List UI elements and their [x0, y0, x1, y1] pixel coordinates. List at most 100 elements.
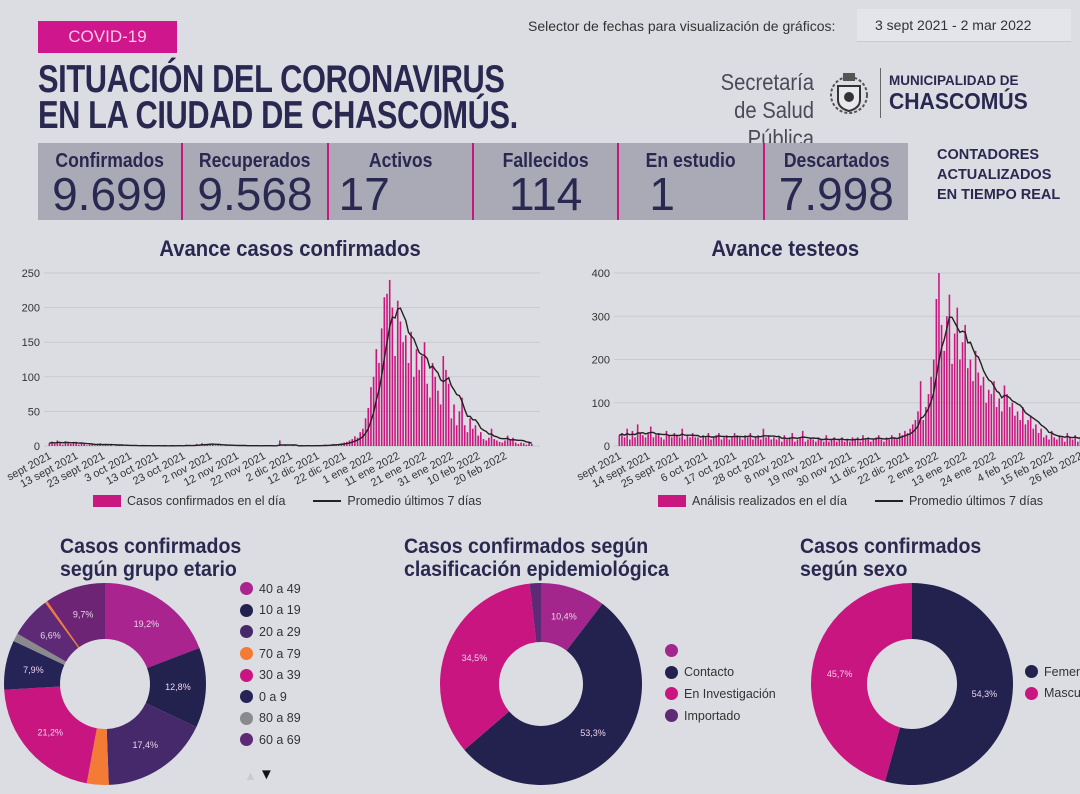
bar — [53, 443, 56, 446]
legend-dot-icon — [240, 603, 253, 617]
bar — [1050, 430, 1053, 446]
bar — [762, 428, 765, 446]
bar — [96, 444, 99, 446]
bar — [985, 402, 987, 446]
bar — [846, 439, 849, 446]
bar — [966, 368, 969, 446]
bar — [699, 439, 702, 446]
donut-slice — [3, 640, 65, 690]
chart-title-confirmed: Avance casos confirmados — [159, 236, 421, 261]
bar — [64, 441, 67, 446]
bar — [893, 437, 896, 446]
legend-item[interactable]: Masculino — [1025, 683, 1080, 705]
legend-item[interactable] — [665, 640, 776, 662]
y-tick-label: 400 — [592, 268, 610, 280]
legend-item[interactable]: 80 a 89 — [240, 708, 301, 730]
bar — [383, 297, 386, 446]
legend-next-page-icon[interactable]: ▼ — [259, 766, 274, 783]
bar — [760, 439, 762, 446]
bar — [668, 435, 670, 446]
donut-slice — [464, 603, 642, 785]
bar — [901, 435, 904, 446]
bar — [655, 435, 657, 446]
bar — [720, 439, 723, 446]
bar — [356, 437, 359, 446]
stat-value: 1 — [649, 168, 675, 220]
bar — [741, 439, 744, 446]
bar — [471, 428, 474, 446]
legend-dot-icon — [240, 733, 253, 747]
bar — [849, 441, 851, 446]
bar — [458, 411, 461, 446]
bar — [1063, 441, 1066, 446]
date-range-selector[interactable]: 3 sept 2021 - 2 mar 2022 — [857, 9, 1071, 42]
bar — [796, 439, 799, 446]
legend-item[interactable]: Importado — [665, 705, 776, 727]
bar — [1069, 437, 1071, 446]
y-tick-label: 100 — [592, 398, 610, 410]
legend-item[interactable]: 0 a 9 — [240, 686, 301, 708]
bar — [870, 441, 872, 446]
bar — [660, 437, 663, 446]
epi-donut-chart: 10,4% 53,3% 34,5% — [440, 583, 642, 785]
counters-line: CONTADORES — [937, 147, 1040, 163]
legend-dot-icon — [240, 647, 253, 661]
legend-item[interactable]: 10 a 19 — [240, 600, 301, 622]
bar — [804, 441, 807, 446]
bar — [773, 437, 775, 446]
bar — [469, 418, 471, 446]
legend-item[interactable]: Contacto — [665, 662, 776, 684]
bar — [904, 430, 906, 446]
bar — [733, 433, 736, 446]
bar — [407, 362, 410, 446]
bar — [634, 437, 636, 446]
logo-line1: Secretaría — [720, 69, 814, 95]
bar — [744, 435, 746, 446]
bar — [466, 432, 469, 446]
bar — [752, 439, 754, 446]
bar — [959, 359, 961, 446]
bar — [694, 437, 697, 446]
legend-item[interactable]: 20 a 29 — [240, 621, 301, 643]
bar — [434, 376, 437, 446]
bar — [1042, 437, 1045, 446]
bar — [684, 439, 686, 446]
title-line: Casos confirmados según — [404, 535, 649, 558]
bar — [670, 437, 673, 446]
legend-item[interactable]: 70 a 79 — [240, 643, 301, 665]
bar — [642, 435, 644, 446]
legend-line-swatch — [874, 500, 903, 502]
bar — [426, 383, 429, 446]
bar — [757, 435, 759, 446]
bar — [520, 442, 522, 446]
bar — [1056, 439, 1058, 446]
bar — [854, 439, 856, 446]
bar — [450, 418, 453, 446]
bar — [284, 445, 286, 446]
slice-label: 54,3% — [972, 689, 998, 699]
bar — [86, 445, 88, 446]
bar — [702, 435, 704, 446]
legend-item[interactable]: 30 a 39 — [240, 664, 301, 686]
legend-bar-swatch — [93, 495, 121, 507]
bar — [418, 369, 420, 446]
bar — [509, 439, 512, 446]
bar — [932, 359, 935, 446]
bar — [896, 439, 898, 446]
stat-confirmados: Confirmados 9.699 — [38, 143, 181, 220]
legend-item[interactable]: Femenino — [1025, 661, 1080, 683]
bar — [775, 439, 778, 446]
y-tick-label: 0 — [34, 441, 40, 453]
bar — [636, 424, 639, 446]
bar — [442, 356, 445, 446]
bar — [1024, 424, 1027, 446]
legend-item[interactable]: 40 a 49 — [240, 578, 301, 600]
legend-dot-icon — [240, 711, 253, 725]
bar — [423, 342, 426, 446]
bar — [864, 439, 867, 446]
legend-item[interactable]: 60 a 69 — [240, 729, 301, 751]
bar — [437, 390, 439, 446]
bar — [927, 394, 930, 446]
legend-item[interactable]: En Investigación — [665, 683, 776, 705]
legend-prev-page-icon[interactable]: ▲ — [244, 768, 257, 783]
